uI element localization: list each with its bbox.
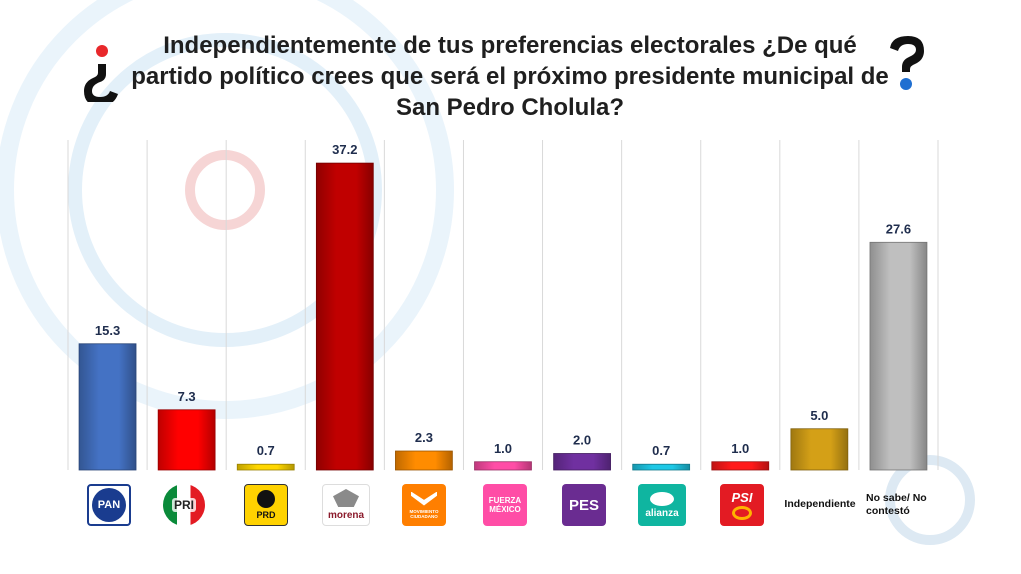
value-label: 0.7 (257, 443, 275, 458)
value-label: 15.3 (95, 323, 120, 338)
no-sabe-line1: No sabe/ (866, 492, 910, 504)
psi-logo: PSI (720, 484, 764, 526)
morena-logo-text: morena (327, 510, 365, 521)
independiente-label: Independiente (784, 498, 856, 510)
bar-nueva-alianza (632, 463, 691, 471)
chart-gridlines (67, 140, 939, 470)
value-label: 7.3 (178, 389, 196, 404)
alianza-swoosh-icon (650, 491, 674, 506)
value-label: 2.3 (415, 430, 433, 445)
bar-psi (711, 461, 770, 471)
bar-no-sabe-no-contest (869, 241, 928, 471)
value-label: 37.2 (332, 142, 357, 157)
mc-eagle-icon (411, 491, 437, 506)
fuerza-logo-line2: MÉXICO (489, 505, 521, 514)
psi-logo-text: PSI (731, 490, 753, 505)
bar-prd (236, 463, 295, 471)
value-label: 1.0 (731, 441, 749, 456)
mc-logo-text: MOVIMIENTO CIUDADANO (409, 508, 439, 519)
prd-logo: PRD (244, 484, 288, 526)
pes-logo: PES (562, 484, 606, 526)
prd-sun-icon (257, 490, 275, 508)
bar-pes (553, 453, 611, 471)
bg-ring-corner (885, 455, 975, 545)
chart-bars (78, 162, 928, 471)
pes-logo-text: PES (568, 496, 599, 514)
pri-logo-text: PRI (171, 498, 196, 512)
chart-value-labels: 15.3 7.3 0.7 37.2 2.3 1.0 2.0 0.7 1.0 5.0 27.6 (95, 142, 911, 458)
bg-ring-red (185, 150, 265, 230)
pan-logo-text: PAN (97, 499, 121, 511)
value-label: 27.6 (886, 221, 911, 236)
pan-logo: PAN (87, 484, 131, 526)
fuerza-logo-line1: FUERZA (488, 496, 522, 505)
value-label: 2.0 (573, 433, 591, 448)
value-label: 5.0 (810, 408, 828, 423)
bar-pan (78, 343, 137, 471)
chart-title: Independientemente de tus preferencias e… (131, 32, 889, 121)
bar-independiente (790, 428, 849, 471)
pri-logo: PRI (163, 484, 205, 526)
bar-pri (157, 409, 216, 471)
alianza-logo-text: alianza (645, 507, 679, 519)
open-question-mark-icon (78, 42, 126, 106)
value-label: 0.7 (652, 443, 670, 458)
close-question-mark-icon (884, 32, 932, 92)
value-label: 1.0 (494, 441, 512, 456)
bg-ring-blue-outer (0, 0, 454, 419)
psi-spiral-icon (732, 506, 752, 520)
prd-logo-text: PRD (256, 510, 276, 520)
bg-ring-blue (68, 33, 382, 347)
no-sabe-label: No sabe/ No contestó (866, 492, 936, 518)
no-sabe-line2: No contestó (866, 492, 927, 517)
morena-eagle-icon (333, 489, 359, 507)
fuerza-mexico-logo: FUERZA MÉXICO (483, 484, 527, 526)
bar-fuerza-m-xico (474, 461, 532, 471)
morena-logo: morena (322, 484, 370, 526)
mc-logo: MOVIMIENTO CIUDADANO (402, 484, 446, 526)
bar-movimiento-ciudadano (395, 450, 453, 471)
nueva-alianza-logo: alianza (638, 484, 686, 526)
bar-morena (315, 162, 374, 471)
